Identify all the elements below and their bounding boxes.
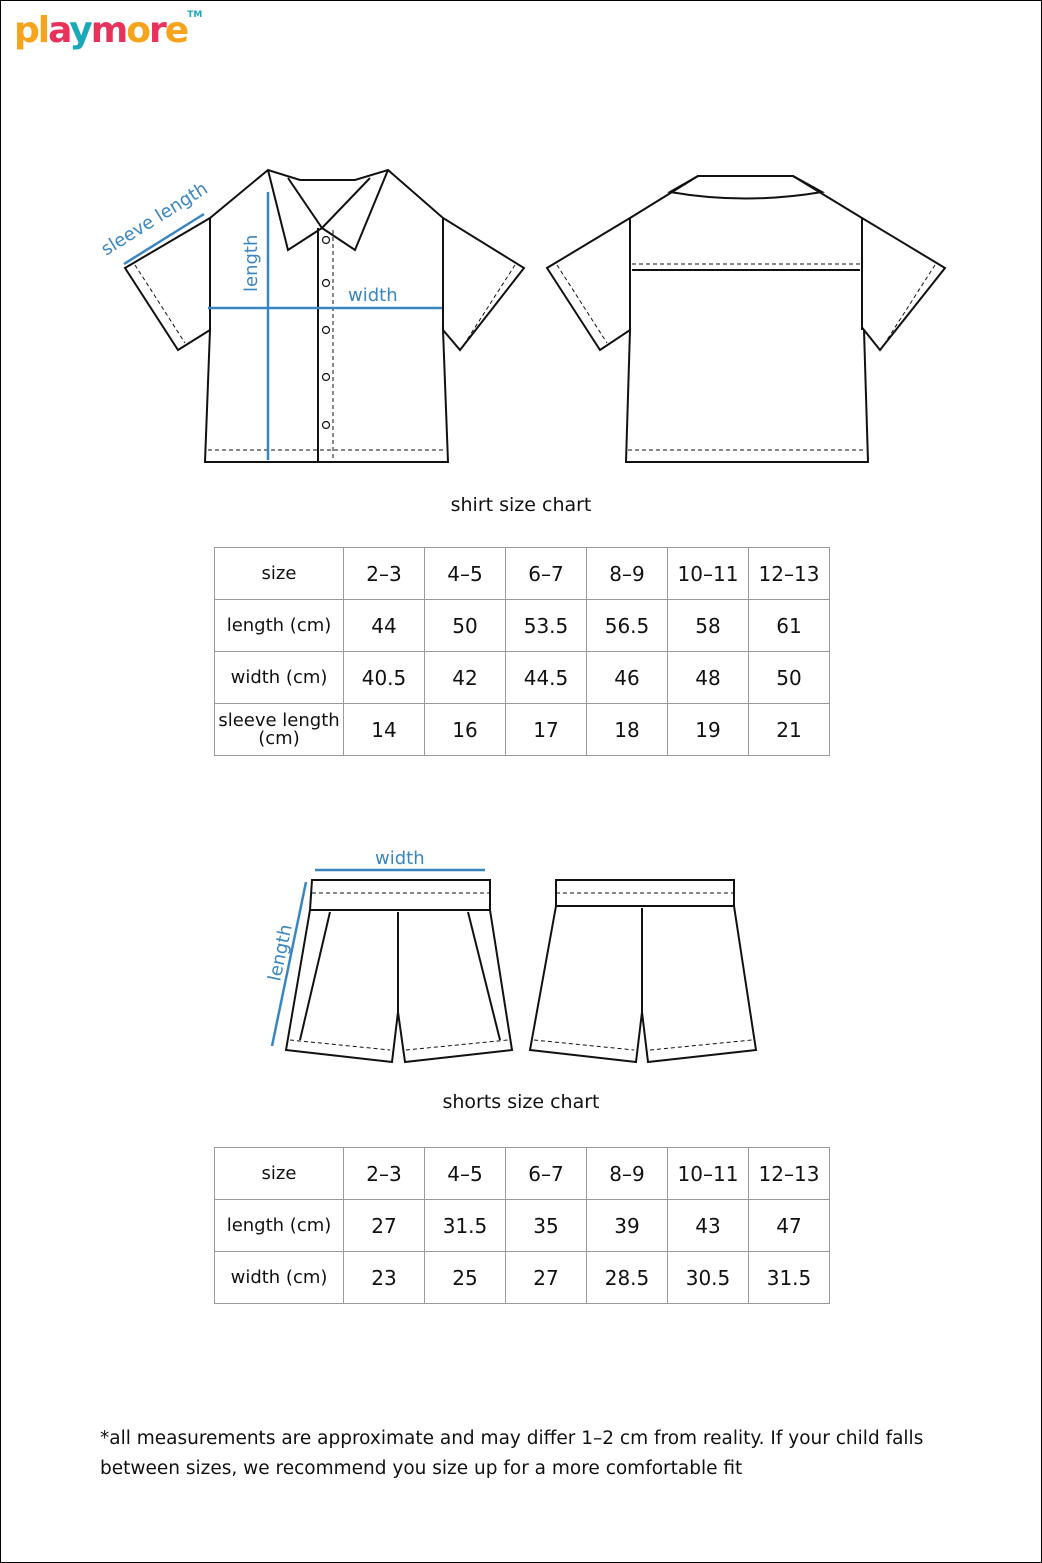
header-cell: 6–7 bbox=[505, 1147, 587, 1200]
header-cell: 12–13 bbox=[748, 1147, 830, 1200]
table-cell: 21 bbox=[748, 703, 830, 756]
shorts-chart-title: shorts size chart bbox=[442, 1091, 600, 1113]
table-cell: 46 bbox=[586, 651, 668, 704]
table-cell: 58 bbox=[667, 599, 749, 652]
table-cell: 50 bbox=[424, 599, 506, 652]
table-cell: 25 bbox=[424, 1251, 506, 1304]
table-row: sleeve length (cm) 14 16 17 18 19 21 bbox=[214, 703, 830, 756]
table-row: length (cm) 44 50 53.5 56.5 58 61 bbox=[214, 599, 830, 652]
table-row: width (cm) 40.5 42 44.5 46 48 50 bbox=[214, 651, 830, 704]
header-cell: 2–3 bbox=[343, 1147, 425, 1200]
shirt-back-illustration bbox=[545, 175, 947, 463]
table-cell: 27 bbox=[343, 1199, 425, 1252]
table-cell: 18 bbox=[586, 703, 668, 756]
row-label: width (cm) bbox=[214, 1251, 344, 1304]
shorts-front-illustration: width length bbox=[264, 848, 514, 1064]
footnote: *all measurements are approximate and ma… bbox=[100, 1428, 924, 1479]
header-cell: 4–5 bbox=[424, 1147, 506, 1200]
table-cell: 39 bbox=[586, 1199, 668, 1252]
header-cell: 10–11 bbox=[667, 1147, 749, 1200]
table-cell: 35 bbox=[505, 1199, 587, 1252]
row-label: length (cm) bbox=[214, 599, 344, 652]
row-label: width (cm) bbox=[214, 651, 344, 704]
row-label: sleeve length (cm) bbox=[214, 703, 344, 756]
brand-logo: playmoreTM bbox=[14, 10, 203, 51]
table-cell: 31.5 bbox=[424, 1199, 506, 1252]
shirt-length-label: length bbox=[241, 235, 262, 292]
table-cell: 44 bbox=[343, 599, 425, 652]
header-cell: 4–5 bbox=[424, 547, 506, 600]
table-cell: 53.5 bbox=[505, 599, 587, 652]
header-cell: 2–3 bbox=[343, 547, 425, 600]
table-cell: 30.5 bbox=[667, 1251, 749, 1304]
table-cell: 40.5 bbox=[343, 651, 425, 704]
table-cell: 16 bbox=[424, 703, 506, 756]
shirt-chart-title: shirt size chart bbox=[450, 494, 592, 516]
table-row: length (cm) 27 31.5 35 39 43 47 bbox=[214, 1199, 830, 1252]
header-cell: 12–13 bbox=[748, 547, 830, 600]
table-cell: 14 bbox=[343, 703, 425, 756]
header-cell: 6–7 bbox=[505, 547, 587, 600]
shorts-size-table: size 2–3 4–5 6–7 8–9 10–11 12–13 length … bbox=[214, 1147, 830, 1304]
table-cell: 43 bbox=[667, 1199, 749, 1252]
table-cell: 47 bbox=[748, 1199, 830, 1252]
header-cell: 8–9 bbox=[586, 1147, 668, 1200]
table-cell: 56.5 bbox=[586, 599, 668, 652]
shirt-front-illustration: sleeve length length width bbox=[98, 168, 526, 463]
table-cell: 27 bbox=[505, 1251, 587, 1304]
table-cell: 28.5 bbox=[586, 1251, 668, 1304]
table-row: size 2–3 4–5 6–7 8–9 10–11 12–13 bbox=[214, 547, 830, 600]
table-row: width (cm) 23 25 27 28.5 30.5 31.5 bbox=[214, 1251, 830, 1304]
table-row: size 2–3 4–5 6–7 8–9 10–11 12–13 bbox=[214, 1147, 830, 1200]
row-label: length (cm) bbox=[214, 1199, 344, 1252]
table-cell: 48 bbox=[667, 651, 749, 704]
table-cell: 19 bbox=[667, 703, 749, 756]
header-cell: size bbox=[214, 1147, 344, 1200]
shorts-width-label: width bbox=[375, 848, 425, 869]
header-cell: 10–11 bbox=[667, 547, 749, 600]
table-cell: 61 bbox=[748, 599, 830, 652]
table-cell: 50 bbox=[748, 651, 830, 704]
shorts-back-illustration bbox=[528, 879, 758, 1064]
header-cell: 8–9 bbox=[586, 547, 668, 600]
header-cell: size bbox=[214, 547, 344, 600]
table-cell: 31.5 bbox=[748, 1251, 830, 1304]
table-cell: 44.5 bbox=[505, 651, 587, 704]
table-cell: 23 bbox=[343, 1251, 425, 1304]
shirt-size-table: size 2–3 4–5 6–7 8–9 10–11 12–13 length … bbox=[214, 547, 830, 756]
table-cell: 42 bbox=[424, 651, 506, 704]
shirt-width-label: width bbox=[348, 285, 398, 306]
table-cell: 17 bbox=[505, 703, 587, 756]
